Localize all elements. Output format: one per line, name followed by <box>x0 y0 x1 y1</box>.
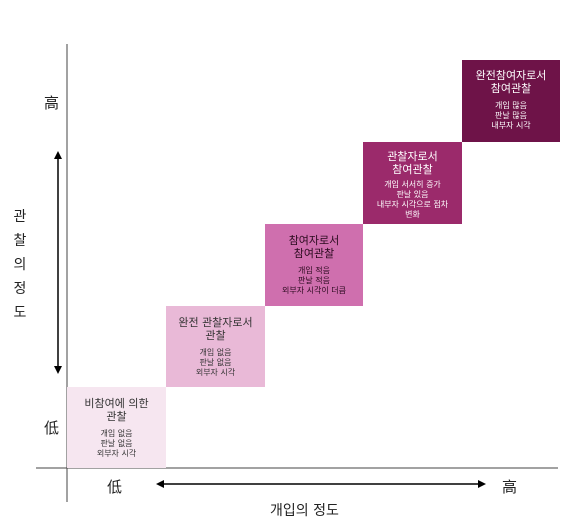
level-box-complete-observer: 완전 관찰자로서 관찰 개입 없음 판날 없음 외부자 시각 <box>166 306 265 387</box>
level-title: 완전참여자로서 참여관찰 <box>475 69 547 95</box>
y-axis-label-char: 정 <box>13 281 27 297</box>
level-desc: 개입 없음 판날 없음 외부자 시각 <box>96 429 137 458</box>
x-axis-low-label: 低 <box>107 478 123 496</box>
level-box-observer-as-participant: 관찰자로서 참여관찰 개입 서서히 증가 판날 있음 내부자 시각으로 점차 변… <box>363 142 462 224</box>
level-title: 비참여에 의한 관찰 <box>84 397 149 423</box>
level-title: 참여자로서 참여관찰 <box>288 234 340 260</box>
y-axis-high-label: 高 <box>44 94 60 112</box>
level-title: 관찰자로서 참여관찰 <box>387 150 438 176</box>
level-desc: 개입 적음 판날 적음 외부자 시각이 더큼 <box>282 266 346 295</box>
level-title: 완전 관찰자로서 관찰 <box>178 316 253 342</box>
level-desc: 개입 많음 판날 많음 내부자 시각 <box>491 101 531 130</box>
level-box-non-participant: 비참여에 의한 관찰 개입 없음 판날 없음 외부자 시각 <box>67 387 166 468</box>
y-axis-label: 관 찰 의 정 도 <box>10 205 30 325</box>
level-desc: 개입 서서히 증가 판날 있음 내부자 시각으로 점차 변화 <box>376 180 449 219</box>
level-box-participant-observation: 참여자로서 참여관찰 개입 적음 판날 적음 외부자 시각이 더큼 <box>265 224 363 306</box>
level-box-complete-participant: 완전참여자로서 참여관찰 개입 많음 판날 많음 내부자 시각 <box>462 60 560 142</box>
x-axis-high-label: 高 <box>502 478 518 496</box>
level-desc: 개입 없음 판날 없음 외부자 시각 <box>195 348 236 377</box>
y-axis-low-label: 低 <box>44 419 60 437</box>
y-axis-label-char: 의 <box>13 257 27 273</box>
y-axis-label-char: 관 <box>13 209 27 225</box>
y-axis-label-char: 도 <box>13 305 27 321</box>
x-axis-label: 개입의 정도 <box>270 503 339 519</box>
y-axis-label-char: 찰 <box>13 233 27 249</box>
